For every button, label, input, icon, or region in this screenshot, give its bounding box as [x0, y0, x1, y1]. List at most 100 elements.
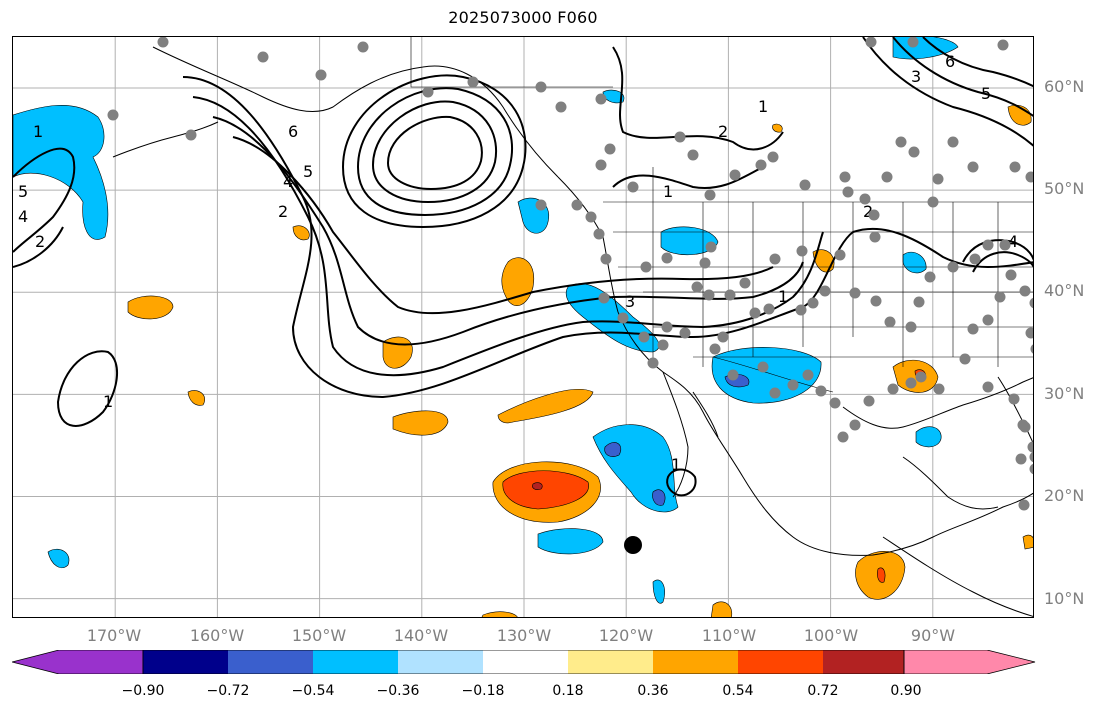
- station-marker: [763, 303, 775, 315]
- contour-1-west: [13, 147, 76, 253]
- station-marker: [967, 161, 979, 173]
- shade-orange-pac7: [187, 390, 205, 406]
- lon-label-100w: 100°W: [803, 626, 859, 645]
- station-marker: [769, 387, 781, 399]
- coastlines: [112, 46, 1033, 617]
- station-marker: [657, 339, 669, 351]
- lat-label-60n: 60°N: [1044, 77, 1085, 96]
- station-marker: [982, 314, 994, 326]
- contour-label: 1: [671, 455, 681, 474]
- station-marker: [982, 239, 994, 251]
- colorbar-tick-label: −0.72: [206, 683, 250, 699]
- coast-yucatan: [902, 456, 999, 510]
- station-marker: [729, 169, 741, 181]
- station-marker: [717, 331, 729, 343]
- station-marker: [357, 41, 369, 53]
- contour-label: 3: [911, 67, 921, 86]
- station-marker: [924, 271, 936, 283]
- shade-orange-yuc: [1022, 534, 1033, 550]
- lon-label-110w: 110°W: [701, 626, 757, 645]
- contour-labels: 1 2 4 5 1 4 5 2 6 3 1 1 2 1 3 6 5 4 1 2: [18, 52, 1018, 474]
- map-panel: 1 2 4 5 1 4 5 2 6 3 1 1 2 1 3 6 5 4 1 2: [12, 36, 1034, 618]
- station-marker: [947, 136, 959, 148]
- station-marker: [913, 296, 925, 308]
- colorbar-segment: [228, 650, 313, 674]
- lon-label-140w: 140°W: [393, 626, 449, 645]
- contour-label: 1: [33, 122, 43, 141]
- contour-northeast-1: [862, 37, 1033, 147]
- colorbar-tick-label: −0.36: [376, 683, 420, 699]
- station-marker: [709, 343, 721, 355]
- shade-orange-pac2: [292, 225, 310, 241]
- contour-label: 6: [945, 52, 955, 71]
- station-marker: [687, 149, 699, 161]
- contour-east-rings: [962, 239, 1033, 263]
- colorbar-segment: [568, 650, 653, 674]
- map-canvas: 1 2 4 5 1 4 5 2 6 3 1 1 2 1 3 6 5 4 1 2: [13, 37, 1033, 617]
- station-marker: [691, 281, 703, 293]
- coast-gulf-ca: [692, 391, 719, 438]
- contour-label: 6: [288, 122, 298, 141]
- lon-label-170w: 170°W: [86, 626, 142, 645]
- contour-label: 2: [863, 202, 873, 221]
- map-title: 2025073000 F060: [448, 8, 598, 27]
- shade-blue-gulf: [915, 426, 942, 448]
- colorbar-tick-label: 0.54: [722, 683, 754, 699]
- contour-lines: [13, 37, 1033, 497]
- colorbar: [12, 650, 1036, 674]
- station-marker: [1030, 344, 1033, 354]
- station-marker: [1029, 297, 1033, 309]
- station-marker: [535, 199, 547, 211]
- colorbar-extend-low: [12, 650, 144, 674]
- shade-blue-nevada: [660, 226, 719, 256]
- lon-label-130w: 130°W: [496, 626, 552, 645]
- contour-label: 4: [18, 207, 28, 226]
- contour-label: 3: [625, 292, 635, 311]
- shade-orange-south2: [481, 611, 518, 617]
- station-marker: [595, 93, 607, 105]
- station-marker: [869, 231, 881, 243]
- station-marker: [807, 297, 819, 309]
- lon-label-150w: 150°W: [291, 626, 347, 645]
- station-marker: [1029, 451, 1033, 463]
- station-marker: [157, 37, 169, 48]
- shade-orange-pac5: [392, 410, 449, 436]
- station-marker: [905, 321, 917, 333]
- station-marker: [755, 159, 767, 171]
- shade-blue-south: [652, 579, 665, 604]
- station-marker: [679, 327, 691, 339]
- shade-orange-ohio: [772, 123, 783, 133]
- station-marker: [863, 395, 875, 407]
- contour-label: 5: [18, 182, 28, 201]
- contour-north-2: [612, 166, 764, 189]
- station-marker: [1005, 269, 1017, 281]
- colorbar-extend-high: [903, 650, 1036, 674]
- station-marker: [868, 209, 880, 221]
- contour-1-big: [182, 76, 1033, 399]
- shade-orange-pac3: [382, 336, 413, 369]
- station-marker: [767, 151, 779, 163]
- station-marker: [870, 295, 882, 307]
- contour-2-west: [13, 226, 64, 268]
- station-marker: [727, 369, 739, 381]
- station-marker: [837, 431, 849, 443]
- station-marker: [617, 312, 629, 324]
- station-marker: [932, 173, 944, 185]
- station-marker: [967, 323, 979, 335]
- shade-red-mexico-s: [877, 567, 886, 583]
- station-marker: [799, 179, 811, 191]
- coast-baja: [662, 371, 689, 498]
- coast-aleutians: [112, 121, 219, 158]
- station-marker: [705, 241, 717, 253]
- contour-small-ring: [56, 350, 119, 427]
- graticule: [13, 37, 1033, 617]
- contour-label: 1: [663, 182, 673, 201]
- colorbar-segment: [483, 650, 568, 674]
- station-marker: [661, 252, 673, 264]
- colorbar-tick-label: −0.90: [121, 683, 165, 699]
- station-marker: [535, 81, 547, 93]
- colorbar-segment: [143, 650, 228, 674]
- station-marker: [749, 307, 761, 319]
- lat-label-10n: 10°N: [1044, 589, 1085, 608]
- contour-ring-alaska-3: [371, 100, 497, 204]
